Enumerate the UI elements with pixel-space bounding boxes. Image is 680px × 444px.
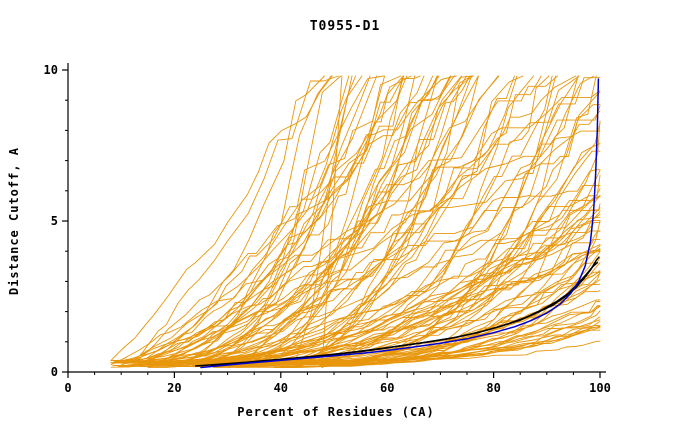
ensemble-curve	[131, 75, 451, 367]
ensemble-curve	[249, 325, 601, 363]
ensemble-curve	[154, 75, 515, 362]
ensemble-curve	[287, 221, 601, 364]
ensemble-curve	[110, 90, 601, 366]
ensemble-curve	[123, 185, 601, 364]
highlighted-curves	[194, 78, 600, 369]
ensemble-curve	[114, 75, 402, 362]
x-axis-label: Percent of Residues (CA)	[237, 405, 434, 419]
chart-title: T0955-D1	[310, 19, 381, 34]
ensemble-curve	[312, 247, 601, 363]
x-tick-label: 80	[486, 381, 500, 395]
ensemble-curve	[110, 75, 412, 368]
ensemble-curve	[110, 75, 474, 362]
ensemble-curve	[122, 75, 405, 365]
ensemble-curve	[111, 75, 479, 364]
ensemble-curve	[132, 75, 339, 364]
ensemble-curve	[192, 175, 601, 362]
ensemble-curve	[321, 75, 343, 368]
ensemble-curve	[171, 75, 455, 367]
ensemble-curve	[117, 75, 357, 368]
ensemble-curve	[276, 122, 601, 368]
x-tick-label: 40	[274, 381, 288, 395]
ensemble-curve	[161, 75, 342, 367]
x-tick-label: 0	[64, 381, 71, 395]
ensemble-curve	[172, 249, 601, 362]
axes: 0 20 40 60 80 100 0 5 10	[44, 63, 611, 395]
x-tick-label: 100	[589, 381, 611, 395]
ensemble-curve	[122, 169, 601, 363]
x-tick-label: 60	[380, 381, 394, 395]
highlighted-model-blue	[200, 78, 600, 369]
ensemble-curve	[229, 92, 601, 367]
ensemble-curve	[170, 75, 425, 362]
ensemble-curve	[265, 75, 438, 364]
ensemble-curve	[273, 272, 601, 369]
ensemble-curve	[147, 105, 601, 368]
ensemble-curve	[119, 75, 457, 366]
ensemble-curve	[130, 110, 601, 367]
ensemble-curve	[183, 75, 472, 363]
ensemble-curve	[198, 305, 601, 365]
ensemble-curve	[287, 220, 601, 367]
highlighted-model-black-2	[210, 256, 600, 367]
ensemble-curve	[232, 75, 471, 367]
x-tick-label: 20	[167, 381, 181, 395]
ensemble-curve	[259, 75, 597, 366]
ensemble-curve	[112, 75, 350, 362]
ensemble-curve	[125, 75, 474, 368]
ensemble-curve	[151, 143, 601, 364]
y-tick-label: 10	[44, 63, 58, 77]
ensemble-curve	[114, 270, 601, 363]
ensemble-curves	[110, 75, 601, 369]
y-tick-label: 0	[51, 365, 58, 379]
y-axis-label: Distance Cutoff, A	[7, 147, 21, 295]
ensemble-curve	[112, 75, 577, 363]
y-tick-label: 5	[51, 214, 58, 228]
